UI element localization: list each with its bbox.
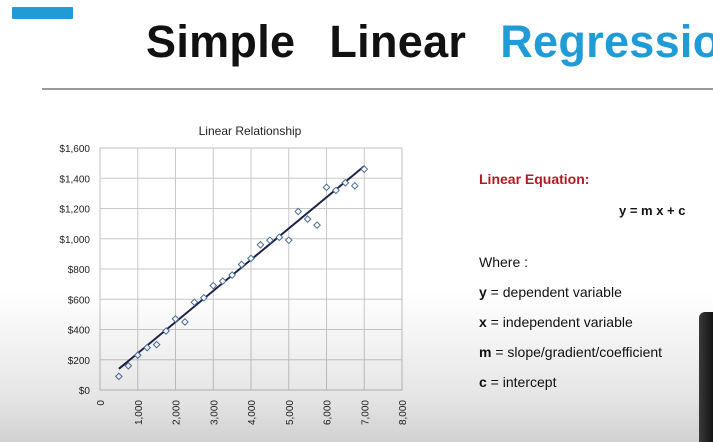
- x-tick-label: 6,000: [323, 400, 334, 425]
- definition-text: independent variable: [502, 314, 633, 330]
- definition-symbol: c: [479, 374, 487, 390]
- definition-c: c = intercept: [479, 373, 662, 403]
- definition-sep: =: [486, 284, 503, 300]
- definition-sep: =: [486, 314, 503, 330]
- data-point: [360, 165, 369, 174]
- y-tick-label: $1,400: [59, 174, 90, 185]
- data-point: [133, 351, 142, 360]
- data-point: [124, 361, 133, 370]
- definition-sep: =: [486, 374, 503, 390]
- data-point: [143, 343, 152, 352]
- data-point: [181, 318, 189, 326]
- x-tick-label: 0: [96, 400, 107, 406]
- scatter-chart: Linear Relationship 0 1,000 2,000 3,000 4,00…: [59, 124, 409, 425]
- equation-formula: y = m x + c: [619, 203, 686, 218]
- data-point: [171, 315, 180, 323]
- data-point: [190, 298, 199, 307]
- y-tick-label: $1,000: [59, 235, 90, 246]
- definition-symbol: y: [479, 284, 487, 300]
- title-word-linear: Linear: [329, 16, 467, 67]
- y-tick-label: $1,200: [59, 205, 90, 216]
- data-point: [284, 236, 293, 245]
- data-point: [256, 240, 265, 249]
- data-point: [199, 293, 208, 302]
- data-point: [265, 236, 274, 245]
- definition-m: m = slope/gradient/coefficient: [479, 343, 662, 373]
- x-tick-label: 8,000: [398, 400, 409, 425]
- slide-title: Simple Linear Regression: [146, 12, 713, 72]
- x-tick-label: 2,000: [172, 400, 183, 425]
- data-point: [275, 233, 284, 242]
- x-tick-label: 1,000: [134, 400, 145, 425]
- presenter-video-edge: [699, 312, 713, 442]
- data-point: [313, 221, 321, 230]
- data-point: [303, 215, 312, 223]
- definition-text: slope/gradient/coefficient: [507, 344, 663, 360]
- definition-symbol: x: [479, 314, 487, 330]
- data-point: [332, 186, 340, 195]
- data-point: [114, 372, 123, 381]
- data-point: [228, 271, 237, 279]
- y-tick-label: $200: [68, 356, 91, 367]
- data-point: [322, 183, 331, 192]
- y-tick-label: $400: [68, 326, 91, 337]
- data-point: [237, 260, 246, 269]
- definition-text: intercept: [502, 374, 557, 390]
- data-point: [209, 281, 218, 290]
- y-tick-label: $0: [79, 386, 91, 397]
- data-point: [294, 207, 303, 216]
- y-tick-label: $1,600: [59, 144, 90, 155]
- x-tick-label: 5,000: [285, 400, 296, 425]
- data-point: [162, 327, 170, 335]
- title-word-simple: Simple: [146, 16, 296, 67]
- data-point: [350, 181, 359, 190]
- accent-bar: [12, 7, 73, 19]
- title-word-regression: Regression: [500, 16, 713, 67]
- definition-text: dependent variable: [502, 284, 622, 300]
- y-tick-label: $800: [68, 265, 91, 276]
- equation-title: Linear Equation:: [479, 171, 590, 187]
- y-tick-label: $600: [68, 295, 91, 306]
- data-point: [341, 178, 350, 187]
- definition-x: x = independent variable: [479, 313, 662, 343]
- data-point: [247, 254, 255, 263]
- x-tick-label: 7,000: [360, 400, 371, 425]
- definition-symbol: m: [479, 344, 492, 360]
- data-point: [218, 277, 227, 286]
- definition-y: y = dependent variable: [479, 283, 662, 313]
- x-tick-label: 3,000: [209, 400, 220, 425]
- x-tick-label: 4,000: [247, 400, 258, 425]
- chart-title: Linear Relationship: [199, 124, 302, 138]
- data-point: [152, 340, 161, 349]
- definition-sep: =: [491, 344, 508, 360]
- where-label: Where :: [479, 254, 529, 270]
- definitions-list: Where : y = dependent variable x = indep…: [479, 253, 662, 403]
- title-divider: [42, 88, 713, 90]
